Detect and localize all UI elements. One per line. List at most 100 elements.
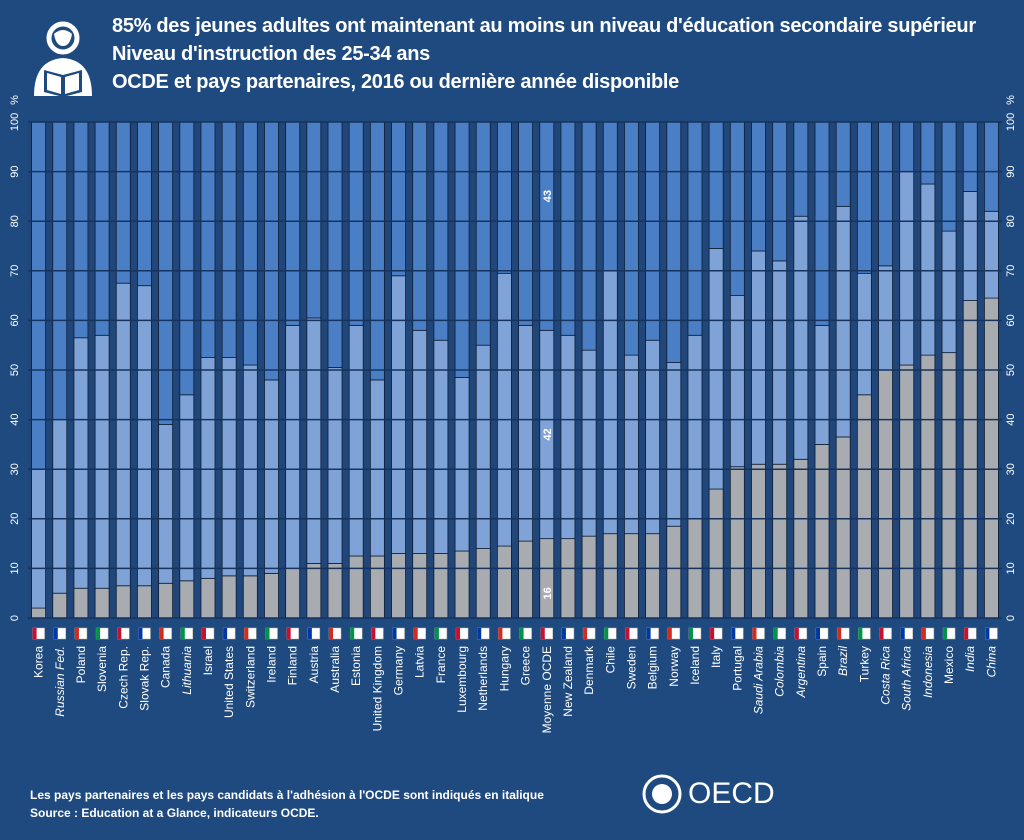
category-label: Russian Fed. [53, 646, 67, 717]
flag-stripe [413, 628, 418, 639]
y-tick-label: 80 [9, 215, 21, 227]
y-tick-label: 20 [1005, 513, 1017, 525]
bar-below-upper-secondary [454, 550, 470, 619]
category-label: Denmark [582, 645, 596, 695]
flag-stripe [223, 628, 228, 639]
y-tick-label: 20 [9, 513, 21, 525]
bar-upper-secondary [856, 272, 872, 396]
flag-stripe [74, 628, 79, 639]
category-label: Norway [667, 646, 681, 687]
bar-upper-secondary [327, 367, 343, 564]
bar-upper-secondary [497, 272, 512, 547]
bar-upper-secondary [200, 357, 216, 579]
flag-stripe [561, 628, 566, 639]
bar-below-upper-secondary [200, 577, 216, 619]
bar-tertiary [454, 121, 470, 378]
bar-below-upper-secondary [581, 535, 597, 619]
bar-tertiary [115, 121, 131, 284]
footer-note: Les pays partenaires et les pays candida… [30, 788, 544, 802]
bar-upper-secondary [984, 210, 999, 299]
flag-stripe [667, 628, 672, 639]
category-label: Colombia [773, 646, 787, 697]
category-label: Turkey [857, 646, 871, 682]
flag-stripe [180, 628, 185, 639]
bar-below-upper-secondary [878, 369, 893, 619]
bar-tertiary [793, 121, 809, 217]
bar-below-upper-secondary [73, 587, 89, 619]
flag-stripe [688, 628, 693, 639]
category-label: Switzerland [243, 646, 257, 708]
flag-stripe [583, 628, 588, 639]
bar-upper-secondary [412, 329, 428, 554]
flag-stripe [477, 628, 482, 639]
category-label: Germany [392, 646, 406, 695]
bar-upper-secondary [708, 248, 724, 490]
bar-tertiary [221, 121, 237, 359]
flag-stripe [392, 628, 397, 639]
bar-upper-secondary [602, 270, 618, 535]
category-label: Luxembourg [455, 646, 469, 713]
bar-upper-secondary [31, 468, 46, 609]
bar-upper-secondary [221, 357, 237, 577]
bar-upper-secondary [772, 260, 788, 465]
bar-tertiary [920, 121, 936, 185]
y-tick-label: 10 [1005, 562, 1017, 574]
bar-tertiary [94, 121, 110, 336]
bar-below-upper-secondary [369, 555, 385, 619]
category-label: Latvia [413, 646, 427, 678]
bar-below-upper-secondary [751, 463, 766, 619]
category-label: Chile [603, 646, 617, 674]
bar-upper-secondary [581, 349, 597, 537]
category-label: Indonesia [921, 646, 935, 698]
y-tick-label: 60 [1005, 314, 1017, 326]
bar-below-upper-secondary [306, 563, 322, 619]
bar-below-upper-secondary [856, 394, 872, 619]
flag-stripe [201, 628, 206, 639]
category-label: France [434, 646, 448, 684]
flag-stripe [731, 628, 736, 639]
bar-tertiary [242, 121, 258, 366]
flag-stripe [138, 628, 143, 639]
flag-stripe [985, 628, 990, 639]
category-label: Austria [307, 646, 321, 684]
flag-stripe [96, 628, 101, 639]
bar-tertiary [856, 121, 872, 274]
bar-below-upper-secondary [264, 572, 279, 619]
bar-tertiary [645, 121, 661, 341]
footer: Les pays partenaires et les pays candida… [30, 786, 544, 822]
bar-below-upper-secondary [137, 585, 152, 619]
flag-stripe [964, 628, 969, 639]
category-label: Slovenia [95, 646, 109, 692]
bar-upper-secondary [624, 354, 639, 535]
category-label: Greece [519, 646, 533, 686]
bar-tertiary [814, 121, 830, 326]
bar-upper-secondary [962, 191, 978, 301]
bar-tertiary [497, 121, 512, 274]
flag-stripe [53, 628, 58, 639]
bar-upper-secondary [242, 364, 258, 577]
bar-upper-secondary [264, 379, 279, 574]
bar-below-upper-secondary [475, 548, 491, 619]
category-label: Israel [201, 646, 215, 675]
flag-stripe [921, 628, 926, 639]
student-reading-icon [30, 18, 100, 103]
bar-upper-secondary [666, 362, 682, 527]
bar-upper-secondary [306, 317, 322, 564]
bar-upper-secondary [73, 337, 89, 589]
bar-tertiary [369, 121, 385, 381]
bar-tertiary [666, 121, 682, 363]
flag-stripe [858, 628, 863, 639]
category-label: Netherlands [476, 646, 490, 711]
flag-stripe [265, 628, 270, 639]
bar-tertiary [708, 121, 724, 249]
category-label: Belgium [646, 646, 660, 689]
data-label: 42 [542, 428, 554, 440]
flag-stripe [710, 628, 715, 639]
footer-source: Source : Education at a Glance, indicate… [30, 806, 319, 820]
title-line-1: 85% des jeunes adultes ont maintenant au… [112, 15, 976, 37]
bar-tertiary [285, 121, 301, 326]
category-label: Sweden [624, 646, 638, 689]
category-label: Estonia [349, 646, 363, 686]
bar-below-upper-secondary [645, 533, 661, 619]
category-label: Lithuania [180, 646, 194, 695]
